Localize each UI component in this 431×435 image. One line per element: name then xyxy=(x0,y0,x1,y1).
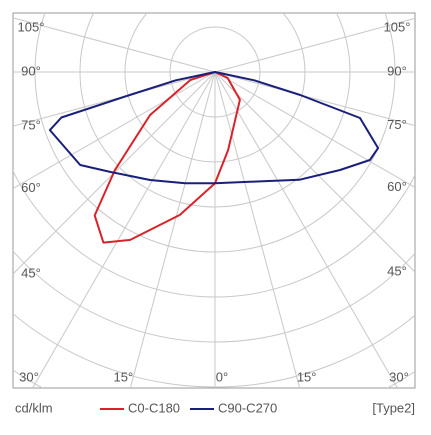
angle-label: 0° xyxy=(216,369,228,384)
grid-ray xyxy=(214,17,415,73)
labels: 105° 90° 75° 60° 45° 30° 15° 0° 15° 30° 45° 60° 75° 9… xyxy=(18,19,411,384)
legend: C0-C180 C90-C270 xyxy=(100,400,277,415)
plot-frame xyxy=(12,12,416,389)
grid-ray xyxy=(214,71,415,273)
angle-label: 60° xyxy=(21,180,41,195)
unit-label: cd/klm xyxy=(15,400,53,415)
note: [Type2] xyxy=(372,400,415,415)
angle-label: 15° xyxy=(297,369,317,384)
curves xyxy=(48,71,380,244)
grid-ray xyxy=(129,71,216,388)
grid-ray xyxy=(13,71,216,190)
angle-label: 45° xyxy=(21,265,41,280)
grid-ray xyxy=(214,71,415,127)
angle-label: 75° xyxy=(21,118,41,133)
grid-ray xyxy=(214,71,415,188)
intensity-curve xyxy=(93,71,241,244)
angle-label: 30° xyxy=(19,369,39,384)
grid-ray xyxy=(13,17,216,73)
angle-label: 90° xyxy=(387,63,407,78)
angle-label: 75° xyxy=(387,117,407,132)
intensity-curve xyxy=(48,71,380,185)
grid-ray xyxy=(13,71,216,127)
angle-label: 60° xyxy=(387,179,407,194)
grid-ray xyxy=(32,71,216,388)
angle-label: 105° xyxy=(18,19,45,34)
angle-label: 45° xyxy=(387,263,407,278)
legend-label: C0-C180 xyxy=(128,400,180,415)
grid-ray xyxy=(214,71,398,388)
legend-label: C90-C270 xyxy=(218,400,277,415)
angle-label: 15° xyxy=(113,369,133,384)
angle-label: 30° xyxy=(389,369,409,384)
angle-label: 105° xyxy=(384,19,411,34)
angle-label: 90° xyxy=(21,63,41,78)
grid-ray xyxy=(214,71,301,388)
